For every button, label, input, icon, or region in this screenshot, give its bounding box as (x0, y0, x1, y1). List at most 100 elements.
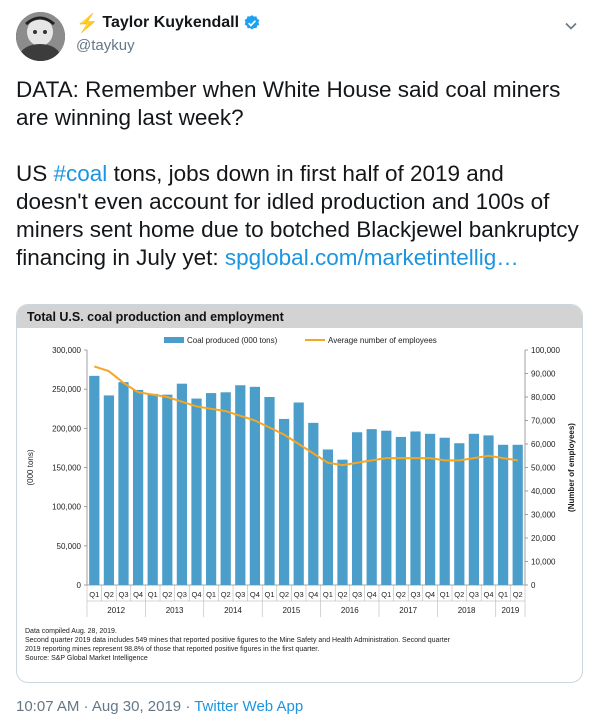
x-tick-label: Q3 (235, 590, 245, 599)
y-tick-label-right: 40,000 (531, 487, 556, 496)
x-tick-label: Q2 (104, 590, 114, 599)
x-tick-label: Q3 (118, 590, 128, 599)
x-tick-label: Q1 (148, 590, 158, 599)
chart-note: Second quarter 2019 data includes 549 mi… (25, 637, 451, 644)
y-tick-label-left: 50,000 (57, 542, 82, 551)
hashtag-link[interactable]: #coal (53, 161, 108, 186)
footer-separator: · (79, 698, 92, 715)
x-tick-label: Q2 (513, 590, 523, 599)
author-handle[interactable]: @taykuy (76, 37, 135, 54)
x-tick-label: Q1 (498, 590, 508, 599)
tweet-date[interactable]: Aug 30, 2019 (91, 698, 182, 715)
x-tick-label: Q2 (279, 590, 289, 599)
legend-label: Coal produced (000 tons) (187, 336, 278, 345)
bar (162, 394, 173, 585)
year-label: 2017 (399, 606, 417, 615)
x-tick-label: Q2 (162, 590, 172, 599)
x-tick-label: Q4 (367, 590, 377, 599)
y-axis-label-left: (000 tons) (26, 449, 35, 485)
bar (118, 382, 129, 585)
author-name-row[interactable]: ⚡ Taylor Kuykendall (76, 14, 261, 32)
bar (191, 398, 202, 585)
y-tick-label-right: 70,000 (531, 417, 556, 426)
bar (454, 443, 465, 585)
y-tick-label-right: 10,000 (531, 558, 556, 567)
x-tick-label: Q3 (469, 590, 479, 599)
bar (249, 386, 261, 585)
bar (439, 437, 450, 585)
bar (176, 383, 188, 585)
tweet-text: DATA: Remember when White House said coa… (16, 76, 581, 300)
legend-label: Average number of employees (328, 336, 437, 345)
chevron-down-icon[interactable] (563, 18, 579, 34)
x-tick-label: Q4 (250, 590, 260, 599)
bar (132, 389, 144, 585)
legend-swatch-bar (164, 337, 184, 343)
x-tick-label: Q1 (440, 590, 450, 599)
author-name[interactable]: Taylor Kuykendall (102, 14, 240, 31)
bar (293, 402, 304, 585)
article-link[interactable]: spglobal.com/marketintellig… (224, 245, 519, 270)
bar (366, 429, 377, 585)
avatar[interactable] (16, 12, 65, 61)
tweet-paragraph-2: US #coal tons, jobs down in first half o… (16, 160, 581, 272)
bar (468, 433, 480, 585)
bar (103, 395, 115, 585)
bar (497, 444, 509, 585)
x-tick-label: Q3 (352, 590, 362, 599)
footer-separator: · (181, 698, 195, 715)
y-tick-label-right: 20,000 (531, 534, 556, 543)
bar (381, 430, 392, 585)
x-tick-label: Q1 (323, 590, 333, 599)
bar (351, 432, 363, 585)
tweet-footer: 10:07 AM · Aug 30, 2019 · Twitter Web Ap… (16, 698, 303, 715)
x-tick-label: Q4 (308, 590, 318, 599)
bar (264, 397, 275, 585)
y-tick-label-left: 150,000 (52, 464, 81, 473)
y-tick-label-left: 300,000 (52, 346, 81, 355)
x-tick-label: Q2 (396, 590, 406, 599)
coal-chart: Total U.S. coal production and employmen… (17, 305, 582, 662)
tweet-paragraph-1: DATA: Remember when White House said coa… (16, 77, 561, 130)
chart-note: Data compiled Aug. 28, 2019. (25, 628, 117, 635)
year-label: 2018 (458, 606, 476, 615)
year-label: 2016 (341, 606, 359, 615)
y-tick-label-right: 30,000 (531, 511, 556, 520)
bar (205, 393, 217, 585)
bar (220, 392, 231, 585)
author-emoji: ⚡ (76, 13, 99, 33)
year-label: 2013 (166, 606, 184, 615)
employees-line (93, 365, 518, 467)
year-label: 2019 (502, 606, 520, 615)
x-tick-label: Q4 (133, 590, 143, 599)
avatar-image (16, 12, 65, 61)
x-tick-label: Q1 (206, 590, 216, 599)
x-tick-label: Q1 (89, 590, 99, 599)
x-tick-label: Q4 (483, 590, 493, 599)
x-tick-label: Q3 (177, 590, 187, 599)
bar (147, 393, 158, 585)
y-tick-label-right: 60,000 (531, 440, 556, 449)
chart-title-bar (17, 305, 582, 328)
bar (483, 435, 494, 585)
bar (89, 375, 100, 585)
x-tick-label: Q2 (337, 590, 347, 599)
x-tick-label: Q4 (425, 590, 435, 599)
bar (308, 422, 319, 585)
y-tick-label-right: 0 (531, 581, 536, 590)
y-tick-label-left: 250,000 (52, 385, 81, 394)
year-label: 2014 (224, 606, 242, 615)
bar (424, 433, 436, 585)
bar (410, 431, 421, 585)
tweet-text-body: tons, jobs down in first half of 2019 an… (16, 161, 579, 270)
chart-image-card[interactable]: Total U.S. coal production and employmen… (16, 304, 583, 683)
y-axis-label-right: (Number of employees) (567, 423, 576, 512)
bar (322, 449, 334, 585)
tweet-time[interactable]: 10:07 AM (16, 698, 80, 715)
bar (512, 444, 523, 585)
source-app-link[interactable]: Twitter Web App (194, 698, 304, 715)
x-tick-label: Q1 (381, 590, 391, 599)
x-tick-label: Q3 (294, 590, 304, 599)
x-tick-label: Q4 (191, 590, 201, 599)
x-tick-label: Q2 (221, 590, 231, 599)
